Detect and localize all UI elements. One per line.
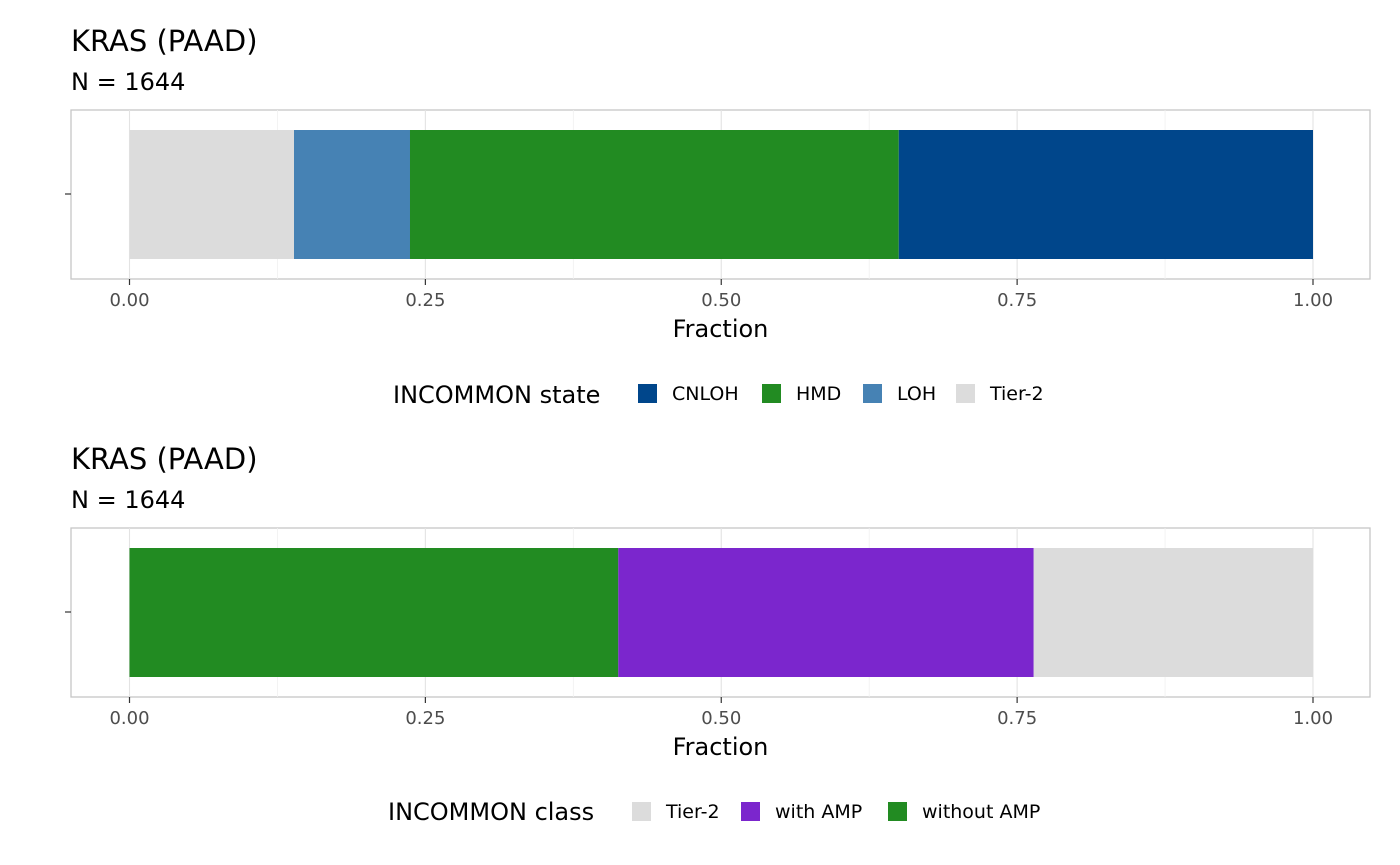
legend-swatch-tier2-class bbox=[632, 802, 651, 821]
x-tick-label: 1.00 bbox=[1293, 290, 1333, 311]
legend-label-cnloh: CNLOH bbox=[672, 383, 739, 405]
x-tick-label: 0.25 bbox=[405, 290, 445, 311]
panel-2-legend: INCOMMON class Tier-2 with AMP without A… bbox=[388, 798, 1040, 826]
legend-label-with-amp: with AMP bbox=[775, 801, 862, 823]
bar-segment-cnloh bbox=[898, 130, 1313, 259]
legend-label-loh: LOH bbox=[897, 383, 936, 405]
panel-1-title: KRAS (PAAD) bbox=[71, 24, 258, 58]
legend-swatch-hmd bbox=[762, 384, 781, 403]
panel-1-legend: INCOMMON state CNLOH HMD LOH Tier-2 bbox=[393, 381, 1044, 409]
legend-swatch-loh bbox=[863, 384, 882, 403]
x-tick-label: 0.00 bbox=[109, 290, 149, 311]
legend-label-tier2-state: Tier-2 bbox=[989, 383, 1044, 405]
panel-state: KRAS (PAAD) N = 1644 0.00 0.25 0.50 0.75 1.0… bbox=[65, 24, 1371, 409]
bar-segment-loh bbox=[294, 130, 410, 259]
legend-label-hmd: HMD bbox=[796, 383, 841, 405]
legend-swatch-without-amp bbox=[888, 802, 907, 821]
x-tick-label: 0.25 bbox=[405, 708, 445, 729]
bar-segment-tier-2 bbox=[129, 130, 295, 259]
panel-class: KRAS (PAAD) N = 1644 0.00 0.25 0.50 0.75 1.0… bbox=[65, 442, 1371, 826]
legend-label-without-amp: without AMP bbox=[922, 801, 1040, 823]
bar-segment-tier-2 bbox=[1033, 548, 1313, 677]
panel-2-legend-title: INCOMMON class bbox=[388, 798, 594, 826]
bar-segment-without-amp bbox=[129, 548, 619, 677]
x-tick-label: 0.00 bbox=[109, 708, 149, 729]
panel-2-subtitle: N = 1644 bbox=[71, 486, 185, 514]
x-tick-label: 0.50 bbox=[701, 290, 741, 311]
panel-1-subtitle: N = 1644 bbox=[71, 68, 185, 96]
panel-2-x-ticks: 0.00 0.25 0.50 0.75 1.00 bbox=[109, 697, 1333, 729]
panel-1-x-ticks: 0.00 0.25 0.50 0.75 1.00 bbox=[109, 279, 1333, 311]
panel-1-x-axis-title: Fraction bbox=[673, 315, 769, 343]
bar-segment-with-amp bbox=[618, 548, 1034, 677]
x-tick-label: 0.50 bbox=[701, 708, 741, 729]
panel-1-legend-title: INCOMMON state bbox=[393, 381, 600, 409]
x-tick-label: 0.75 bbox=[997, 290, 1037, 311]
bar-segment-hmd bbox=[409, 130, 899, 259]
panel-1-bars bbox=[129, 130, 1313, 259]
panel-2-x-axis-title: Fraction bbox=[673, 733, 769, 761]
legend-label-tier2-class: Tier-2 bbox=[665, 801, 720, 823]
legend-swatch-cnloh bbox=[638, 384, 657, 403]
x-tick-label: 1.00 bbox=[1293, 708, 1333, 729]
x-tick-label: 0.75 bbox=[997, 708, 1037, 729]
legend-swatch-tier2-state bbox=[956, 384, 975, 403]
panel-2-bars bbox=[129, 548, 1313, 677]
panel-2-title: KRAS (PAAD) bbox=[71, 442, 258, 476]
legend-swatch-with-amp bbox=[741, 802, 760, 821]
